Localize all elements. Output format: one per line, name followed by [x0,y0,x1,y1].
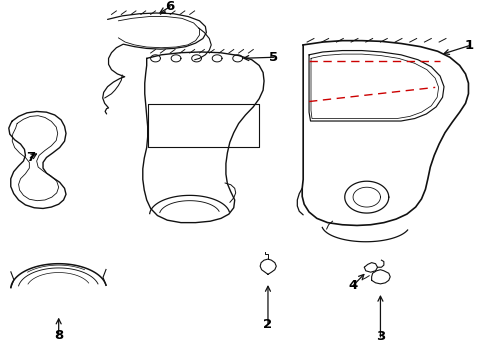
Text: 3: 3 [375,330,384,343]
Text: 4: 4 [348,279,357,292]
Text: 8: 8 [54,329,63,342]
Text: 5: 5 [269,51,278,64]
Text: 7: 7 [26,151,35,164]
Text: 2: 2 [263,318,272,331]
Text: 1: 1 [464,39,473,52]
Text: 6: 6 [165,0,174,13]
